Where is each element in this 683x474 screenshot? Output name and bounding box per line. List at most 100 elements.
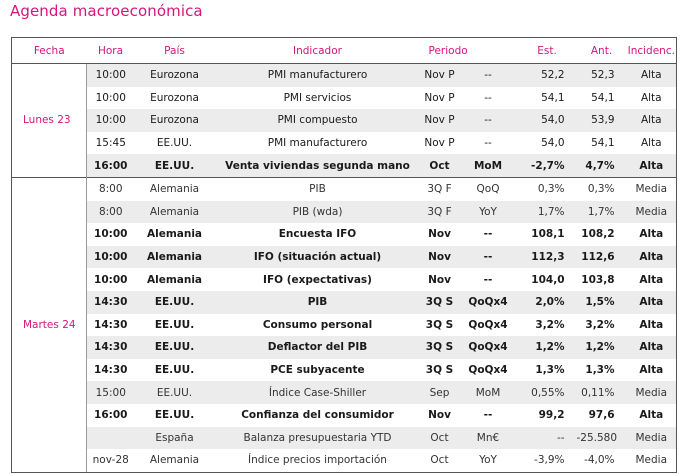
cell-unidad: -- xyxy=(483,273,493,286)
cell-pais: EE.UU. xyxy=(154,409,195,422)
cell-unidad: -- xyxy=(484,137,492,150)
cell-incidencia: Alta xyxy=(626,268,678,291)
cell-incidencia: Alta xyxy=(626,131,678,155)
cell-indicador: PIB xyxy=(214,290,421,314)
table-row: 14:30 EE.UU. Consumo personal 3Q S QoQx4 3,2%… xyxy=(12,313,678,337)
cell-ant: 53,9 xyxy=(576,109,627,132)
header-ant: Ant. xyxy=(576,37,627,64)
cell-unidad: YoY xyxy=(458,449,518,473)
cell-est: 1,3% xyxy=(535,364,565,377)
cell-est: -3,9% xyxy=(517,449,577,473)
cell-pais: EE.UU. xyxy=(134,381,215,404)
cell-hora: 10:00 xyxy=(95,91,126,104)
header-indicador: Indicador xyxy=(214,37,421,64)
cell-incidencia: Alta xyxy=(626,109,678,132)
cell-ant: 54,1 xyxy=(591,137,615,150)
cell-ant: 4,7% xyxy=(576,154,627,178)
cell-pais: Alemania xyxy=(134,176,215,201)
cell-hora: 15:00 xyxy=(86,381,135,404)
cell-ant: 0,3% xyxy=(576,176,627,201)
cell-hora xyxy=(86,426,135,450)
cell-unidad: MoM xyxy=(458,154,518,178)
cell-periodo: 3Q F xyxy=(420,176,459,201)
cell-hora: 14:30 xyxy=(94,318,128,331)
cell-indicador: Confianza del consumidor xyxy=(241,409,394,422)
table-row: 10:00 Eurozona PMI servicios Nov P -- 54,1 54,… xyxy=(12,86,678,110)
cell-pais: España xyxy=(134,426,215,450)
cell-est: 112,3 xyxy=(517,245,577,269)
cell-ant: -4,0% xyxy=(576,449,627,473)
header-pais: País xyxy=(134,37,215,64)
cell-pais: Alemania xyxy=(146,273,203,286)
cell-periodo: Nov xyxy=(428,409,451,422)
cell-hora: 14:30 xyxy=(94,364,128,377)
cell-ant: 54,1 xyxy=(591,91,615,104)
cell-est: 0,55% xyxy=(517,381,577,404)
cell-unidad: YoY xyxy=(458,200,518,224)
cell-periodo: Nov xyxy=(428,228,451,241)
cell-ant: 103,8 xyxy=(581,273,615,286)
table-row: nov-28 Alemania Índice precios importación… xyxy=(12,449,678,473)
cell-incidencia: Media xyxy=(626,449,678,473)
table-header-row: Fecha Hora País Indicador Periodo Est. A… xyxy=(11,37,678,64)
header-incidencia: Incidenc. xyxy=(626,37,678,64)
cell-unidad: -- xyxy=(458,245,518,269)
cell-hora: 15:45 xyxy=(95,137,126,150)
cell-periodo: Nov P xyxy=(424,137,455,150)
cell-periodo: Nov xyxy=(420,245,459,269)
cell-indicador: Encuesta IFO xyxy=(278,228,357,241)
cell-pais: EE.UU. xyxy=(134,154,215,178)
table-row: 10:00 Eurozona PMI compuesto Nov P -- 54,0 53,… xyxy=(12,109,678,132)
cell-incidencia: Media xyxy=(626,381,678,404)
table-row: 14:30 EE.UU. PCE subyacente 3Q S QoQx4 1,3% 1,… xyxy=(12,358,678,382)
table-row: 16:00 EE.UU. Venta viviendas segunda mano O… xyxy=(12,154,678,178)
cell-ant: 3,2% xyxy=(585,318,615,331)
cell-est: 1,2% xyxy=(517,336,577,359)
table-row: Lunes 23 10:00 Eurozona PMI manufacturero No… xyxy=(11,62,678,178)
cell-indicador: IFO (situación actual) xyxy=(214,245,421,269)
cell-pais: EE.UU. xyxy=(134,290,215,314)
cell-incidencia: Alta xyxy=(626,313,678,337)
cell-indicador: PMI servicios xyxy=(283,91,352,104)
cell-est: 0,3% xyxy=(517,176,577,201)
cell-periodo: Oct xyxy=(420,426,459,450)
cell-periodo: 3Q S xyxy=(425,364,454,377)
date-label: Martes 24 xyxy=(11,176,87,473)
cell-incidencia: Media xyxy=(626,200,678,224)
cell-unidad: QoQx4 xyxy=(468,364,508,377)
cell-est: 1,7% xyxy=(517,200,577,224)
cell-pais: EE.UU. xyxy=(134,336,215,359)
cell-est: 54,0 xyxy=(541,137,565,150)
cell-hora: 10:00 xyxy=(86,109,135,132)
cell-incidencia: Alta xyxy=(626,336,678,359)
cell-est: -2,7% xyxy=(517,154,577,178)
cell-indicador: PMI manufacturero xyxy=(267,137,368,150)
cell-unidad: -- xyxy=(483,228,493,241)
table-row: 8:00 Alemania PIB (wda) 3Q F YoY 1,7% 1,7% Medi… xyxy=(12,200,678,224)
cell-est: 2,0% xyxy=(517,290,577,314)
cell-periodo: Nov xyxy=(428,273,451,286)
cell-indicador: PIB (wda) xyxy=(214,200,421,224)
cell-unidad: QoQx4 xyxy=(468,318,508,331)
cell-pais: EE.UU. xyxy=(154,318,195,331)
cell-indicador: Índice precios importación xyxy=(214,449,421,473)
cell-est: 108,1 xyxy=(531,228,565,241)
cell-periodo: 3Q S xyxy=(425,318,454,331)
cell-hora: 14:30 xyxy=(86,336,135,359)
cell-est: 99,2 xyxy=(538,409,565,422)
date-label: Lunes 23 xyxy=(11,63,87,178)
cell-ant: 1,7% xyxy=(576,200,627,224)
cell-incidencia: Alta xyxy=(626,290,678,314)
cell-incidencia: Media xyxy=(626,426,678,450)
cell-ant: -25.580 xyxy=(576,426,627,450)
cell-hora: 8:00 xyxy=(86,200,135,224)
cell-periodo: 3Q S xyxy=(420,336,459,359)
cell-ant: 112,6 xyxy=(576,245,627,269)
cell-pais: Alemania xyxy=(134,245,215,269)
cell-unidad: QoQ xyxy=(458,176,518,201)
header-est: Est. xyxy=(517,37,577,64)
cell-unidad: QoQx4 xyxy=(458,336,518,359)
cell-periodo: Nov P xyxy=(420,109,459,132)
cell-periodo: 3Q S xyxy=(420,290,459,314)
cell-ant: 52,3 xyxy=(576,62,627,87)
